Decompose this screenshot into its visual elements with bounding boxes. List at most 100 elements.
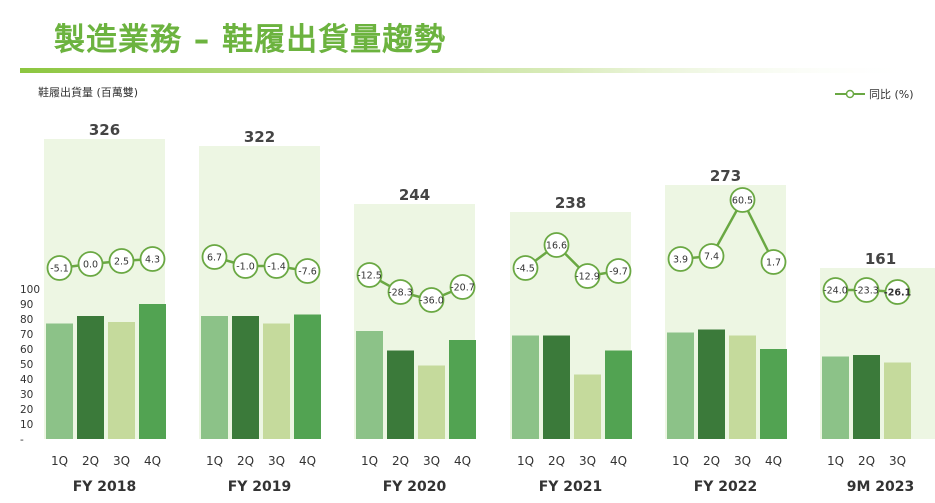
quarter-label: 2Q	[858, 454, 875, 468]
bar	[760, 349, 787, 439]
bar	[884, 362, 911, 439]
year-group-label: FY 2022	[694, 479, 758, 495]
year-total-label: 326	[89, 121, 120, 139]
yoy-marker	[853, 277, 880, 303]
legend-label: 同比 (%)	[869, 88, 914, 101]
quarter-label: 1Q	[827, 454, 844, 468]
y-tick-label: -	[20, 434, 24, 446]
quarter-label: 1Q	[517, 454, 534, 468]
bar	[729, 335, 756, 439]
yoy-data-label: 0.0	[83, 260, 98, 271]
bar	[667, 332, 694, 439]
y-tick-label: 70	[20, 329, 33, 341]
yoy-marker	[356, 262, 383, 288]
yoy-line	[368, 273, 463, 302]
quarter-label: 3Q	[889, 454, 906, 468]
yoy-data-label: -1.4	[267, 262, 286, 273]
yoy-data-label: -5.1	[50, 264, 69, 275]
bar	[853, 355, 880, 439]
bar	[574, 374, 601, 439]
yoy-data-label: -36.0	[419, 296, 444, 307]
y-tick-label: 50	[20, 359, 33, 371]
legend-line-marker-icon	[835, 89, 865, 99]
year-group-label: FY 2020	[383, 479, 447, 495]
title-underline	[20, 68, 920, 73]
yoy-data-label: 4.3	[145, 255, 160, 266]
yoy-data-label: -12.9	[575, 272, 600, 283]
yoy-data-label: -7.6	[298, 267, 317, 278]
yoy-marker	[822, 277, 849, 303]
quarter-label: 2Q	[82, 454, 99, 468]
yoy-marker	[418, 287, 445, 313]
bar	[698, 329, 725, 439]
y-tick-label: 20	[20, 404, 33, 416]
bar	[46, 323, 73, 439]
yoy-data-label: 6.7	[207, 253, 222, 264]
yoy-data-label: -4.5	[516, 264, 535, 275]
quarter-label: 2Q	[392, 454, 409, 468]
quarter-label: 4Q	[299, 454, 316, 468]
year-total-label: 322	[244, 128, 275, 146]
yoy-data-label: -24.0	[823, 286, 848, 297]
bar	[605, 350, 632, 439]
year-total-label: 273	[710, 167, 741, 185]
quarter-label: 3Q	[579, 454, 596, 468]
yoy-marker	[449, 274, 476, 300]
bar	[294, 314, 321, 439]
bar	[418, 365, 445, 439]
bar	[449, 340, 476, 439]
yoy-marker	[760, 249, 787, 275]
yoy-marker	[667, 246, 694, 272]
bar	[232, 316, 259, 439]
yoy-data-label: 2.5	[114, 257, 129, 268]
year-total-label: 161	[865, 250, 896, 268]
yoy-data-label: 3.9	[673, 255, 688, 266]
yoy-line	[680, 197, 775, 263]
page-title: 製造業務 – 鞋履出貨量趨勢	[54, 22, 447, 58]
quarter-label: 4Q	[610, 454, 627, 468]
year-group-label: FY 2021	[539, 479, 603, 495]
quarter-label: 3Q	[268, 454, 285, 468]
y-axis-label: 鞋履出貨量 (百萬雙)	[38, 86, 139, 99]
yoy-data-label: -20.7	[450, 283, 475, 294]
yoy-line	[59, 257, 153, 270]
yoy-data-label: 60.5	[732, 196, 753, 207]
quarter-label: 1Q	[361, 454, 378, 468]
y-tick-label: 90	[20, 299, 33, 311]
yoy-marker	[108, 248, 135, 274]
year-group-label: FY 2018	[73, 479, 137, 495]
y-tick-label: 60	[20, 344, 33, 356]
yoy-marker	[77, 251, 104, 277]
yoy-marker	[46, 255, 73, 281]
y-tick-label: 10	[20, 419, 33, 431]
quarter-label: 2Q	[548, 454, 565, 468]
yoy-data-label: -9.7	[609, 267, 628, 278]
quarter-label: 1Q	[672, 454, 689, 468]
quarter-label: 3Q	[734, 454, 751, 468]
year-group-label: 9M 2023	[847, 479, 915, 495]
year-total-label: 244	[399, 186, 430, 204]
bar	[543, 335, 570, 439]
yoy-marker	[263, 253, 290, 279]
yoy-marker	[574, 263, 601, 289]
y-tick-label: 100	[20, 284, 40, 296]
bar	[139, 304, 166, 439]
quarter-label: 4Q	[144, 454, 161, 468]
bar	[263, 323, 290, 439]
bar	[822, 356, 849, 439]
quarter-label: 3Q	[113, 454, 130, 468]
quarter-label: 4Q	[765, 454, 782, 468]
yoy-marker	[543, 232, 570, 258]
quarter-label: 3Q	[423, 454, 440, 468]
yoy-marker	[139, 246, 166, 272]
yoy-marker	[201, 244, 228, 270]
yoy-marker	[387, 279, 414, 305]
yoy-marker	[605, 258, 632, 284]
bar	[387, 350, 414, 439]
year-total-label: 238	[555, 194, 586, 212]
quarter-label: 2Q	[237, 454, 254, 468]
yoy-marker	[698, 243, 725, 269]
yoy-data-label: 1.7	[766, 258, 781, 269]
legend: 同比 (%)	[835, 86, 914, 102]
bar	[108, 322, 135, 439]
